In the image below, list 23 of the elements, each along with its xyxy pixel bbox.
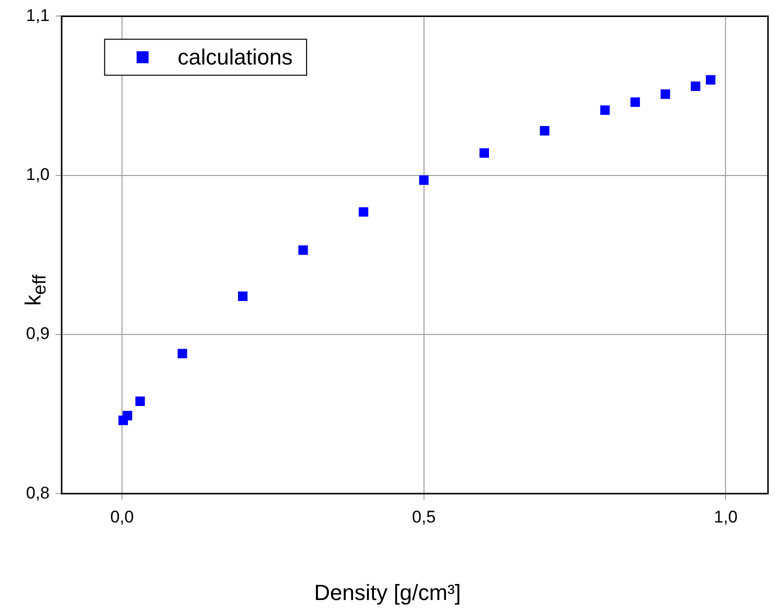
point xyxy=(135,396,145,406)
y-tick-label: 1,1 xyxy=(26,6,50,25)
y-tick-label: 1,0 xyxy=(26,165,50,184)
point xyxy=(178,348,188,358)
point xyxy=(238,292,248,302)
point xyxy=(122,410,132,420)
y-tick-label: 0,9 xyxy=(26,324,50,344)
point xyxy=(298,245,308,255)
point xyxy=(630,97,640,107)
point xyxy=(660,89,670,99)
x-tick-label: 0,0 xyxy=(110,507,134,526)
point xyxy=(706,75,716,85)
x-tick-label: 1,0 xyxy=(714,507,738,526)
x-axis-title: Density [g/cm³] xyxy=(313,580,462,606)
point xyxy=(480,148,489,158)
point xyxy=(358,207,368,217)
point xyxy=(690,81,700,91)
legend-label: calculations xyxy=(178,44,293,70)
x-tick-label: 0,5 xyxy=(412,507,436,526)
point xyxy=(600,105,610,115)
point xyxy=(540,126,550,136)
y-tick-label: 0,8 xyxy=(26,483,50,502)
point xyxy=(419,175,429,185)
